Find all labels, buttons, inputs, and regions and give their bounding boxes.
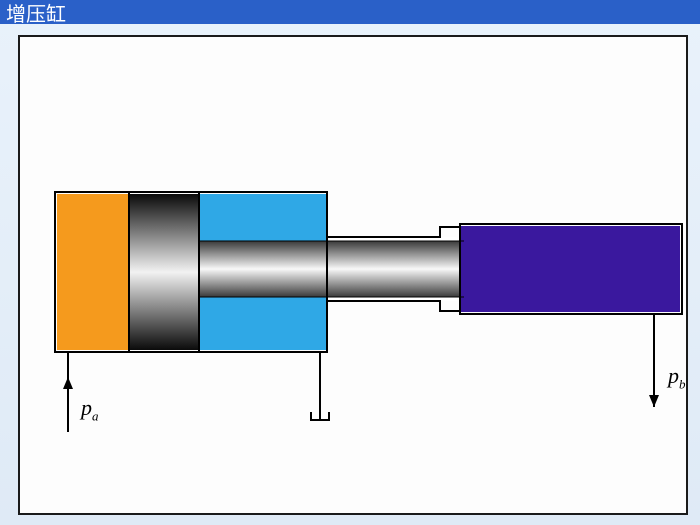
label-pb-sub: b — [679, 376, 686, 391]
label-pa-sub: a — [92, 408, 99, 423]
title-bar: 增压缸 — [0, 0, 700, 24]
title-text: 增压缸 — [6, 0, 66, 27]
label-pb: pb — [668, 363, 686, 392]
label-pa: pa — [81, 395, 99, 424]
diagram-frame — [18, 35, 688, 515]
label-pa-base: p — [81, 395, 92, 420]
pressure-intensifier-diagram — [20, 37, 690, 517]
label-pb-base: p — [668, 363, 679, 388]
